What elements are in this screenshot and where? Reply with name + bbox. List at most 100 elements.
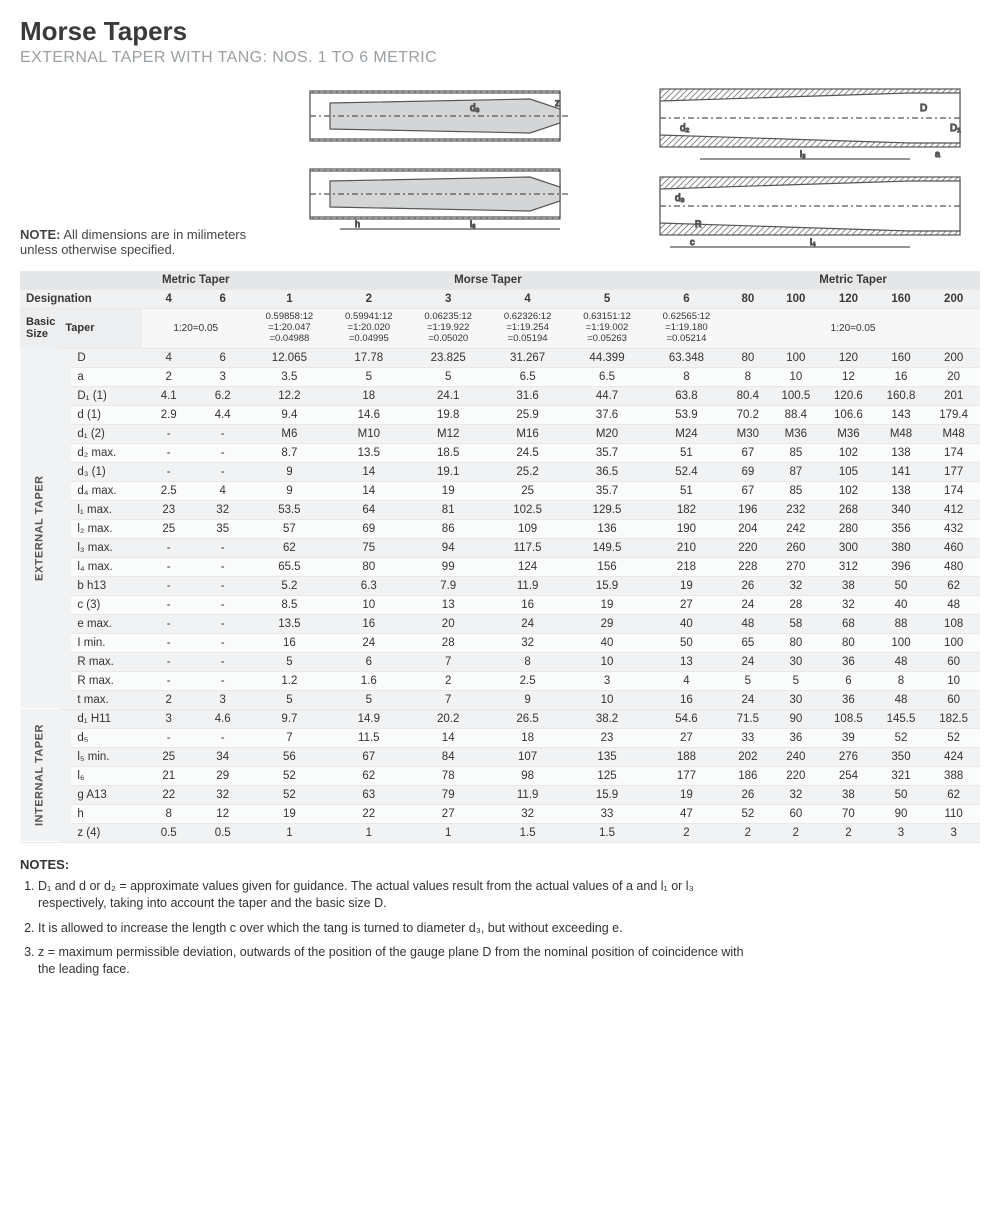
- table-row: l₃ max.--627594117.5149.5210220260300380…: [20, 538, 980, 557]
- table-cell: 48: [875, 652, 928, 671]
- table-cell: -: [142, 462, 196, 481]
- table-cell: 14: [409, 728, 488, 747]
- table-cell: 276: [822, 747, 875, 766]
- table-cell: 9: [250, 462, 329, 481]
- table-row: I min.--162428324050658080100100: [20, 633, 980, 652]
- table-cell: 85: [770, 481, 823, 500]
- table-cell: 145.5: [875, 709, 928, 728]
- table-cell: 228: [726, 557, 769, 576]
- table-cell: 31.267: [488, 348, 567, 367]
- table-cell: 32: [488, 804, 567, 823]
- table-cell: 8: [726, 367, 769, 386]
- table-cell: 188: [647, 747, 726, 766]
- table-cell: 220: [726, 538, 769, 557]
- table-row: D₁ (1)4.16.212.21824.131.644.763.880.410…: [20, 386, 980, 405]
- svg-text:l₄: l₄: [810, 237, 816, 247]
- table-cell: 18: [488, 728, 567, 747]
- table-cell: 141: [875, 462, 928, 481]
- table-cell: 44.399: [567, 348, 646, 367]
- table-cell: 22: [329, 804, 408, 823]
- table-cell: 143: [875, 405, 928, 424]
- table-cell: 4.1: [142, 386, 196, 405]
- table-cell: 120.6: [822, 386, 875, 405]
- table-cell: 186: [726, 766, 769, 785]
- table-cell: -: [142, 443, 196, 462]
- table-cell: 65.5: [250, 557, 329, 576]
- table-cell: 5: [726, 671, 769, 690]
- table-cell: 179.4: [927, 405, 980, 424]
- table-cell: 412: [927, 500, 980, 519]
- table-cell: 100: [875, 633, 928, 652]
- table-cell: 22: [142, 785, 196, 804]
- table-cell: 4: [647, 671, 726, 690]
- table-cell: -: [196, 614, 250, 633]
- table-cell: 32: [488, 633, 567, 652]
- param-label: l₅ min.: [71, 747, 141, 766]
- external-taper-label: EXTERNAL TAPER: [20, 348, 59, 709]
- table-cell: 52: [726, 804, 769, 823]
- table-row: a233.5556.56.58810121620: [20, 367, 980, 386]
- table-cell: 29: [567, 614, 646, 633]
- table-cell: -: [142, 671, 196, 690]
- table-cell: 4.6: [196, 709, 250, 728]
- table-cell: M36: [822, 424, 875, 443]
- table-row: R max.--567810132430364860: [20, 652, 980, 671]
- table-cell: 16: [875, 367, 928, 386]
- table-cell: 29: [196, 766, 250, 785]
- table-cell: 32: [770, 576, 823, 595]
- table-cell: -: [142, 424, 196, 443]
- table-cell: 36: [822, 652, 875, 671]
- table-cell: 34: [196, 747, 250, 766]
- table-cell: 36: [822, 690, 875, 709]
- table-cell: 60: [927, 690, 980, 709]
- table-cell: 64: [329, 500, 408, 519]
- param-label: D₁ (1): [71, 386, 141, 405]
- table-cell: 51: [647, 481, 726, 500]
- param-label: d₁ H11: [71, 709, 141, 728]
- table-row: b h13--5.26.37.911.915.9192632385062: [20, 576, 980, 595]
- table-cell: 24: [726, 690, 769, 709]
- table-row: l₄ max.--65.5809912415621822827031239648…: [20, 557, 980, 576]
- table-cell: 14: [329, 462, 408, 481]
- table-cell: 23.825: [409, 348, 488, 367]
- table-cell: 432: [927, 519, 980, 538]
- table-cell: 102: [822, 443, 875, 462]
- table-row: d₅--711.5141823273336395252: [20, 728, 980, 747]
- table-cell: 1: [409, 823, 488, 842]
- table-cell: 69: [726, 462, 769, 481]
- table-cell: 13: [409, 595, 488, 614]
- param-label: a: [71, 367, 141, 386]
- table-cell: 47: [647, 804, 726, 823]
- table-cell: -: [142, 538, 196, 557]
- table-cell: -: [196, 557, 250, 576]
- param-label: l₄ max.: [71, 557, 141, 576]
- table-cell: 2: [726, 823, 769, 842]
- table-cell: 20: [927, 367, 980, 386]
- table-cell: 2: [770, 823, 823, 842]
- table-cell: 23: [142, 500, 196, 519]
- table-cell: -: [196, 443, 250, 462]
- table-cell: 218: [647, 557, 726, 576]
- table-cell: 4.4: [196, 405, 250, 424]
- table-cell: 52: [927, 728, 980, 747]
- table-row: e max.--13.5162024294048586888108: [20, 614, 980, 633]
- table-cell: 12.065: [250, 348, 329, 367]
- table-cell: 2.9: [142, 405, 196, 424]
- table-cell: 63: [329, 785, 408, 804]
- table-cell: 25: [142, 747, 196, 766]
- table-cell: 201: [927, 386, 980, 405]
- table-cell: 5: [770, 671, 823, 690]
- table-cell: 48: [726, 614, 769, 633]
- table-cell: 2: [409, 671, 488, 690]
- table-cell: 60: [927, 652, 980, 671]
- table-cell: 62: [329, 766, 408, 785]
- table-cell: 6: [822, 671, 875, 690]
- table-row: t max.23557910162430364860: [20, 690, 980, 709]
- table-cell: 2: [142, 367, 196, 386]
- table-cell: 100: [927, 633, 980, 652]
- table-cell: 58: [770, 614, 823, 633]
- table-cell: 18.5: [409, 443, 488, 462]
- table-cell: -: [142, 728, 196, 747]
- table-cell: 6: [329, 652, 408, 671]
- table-cell: M48: [875, 424, 928, 443]
